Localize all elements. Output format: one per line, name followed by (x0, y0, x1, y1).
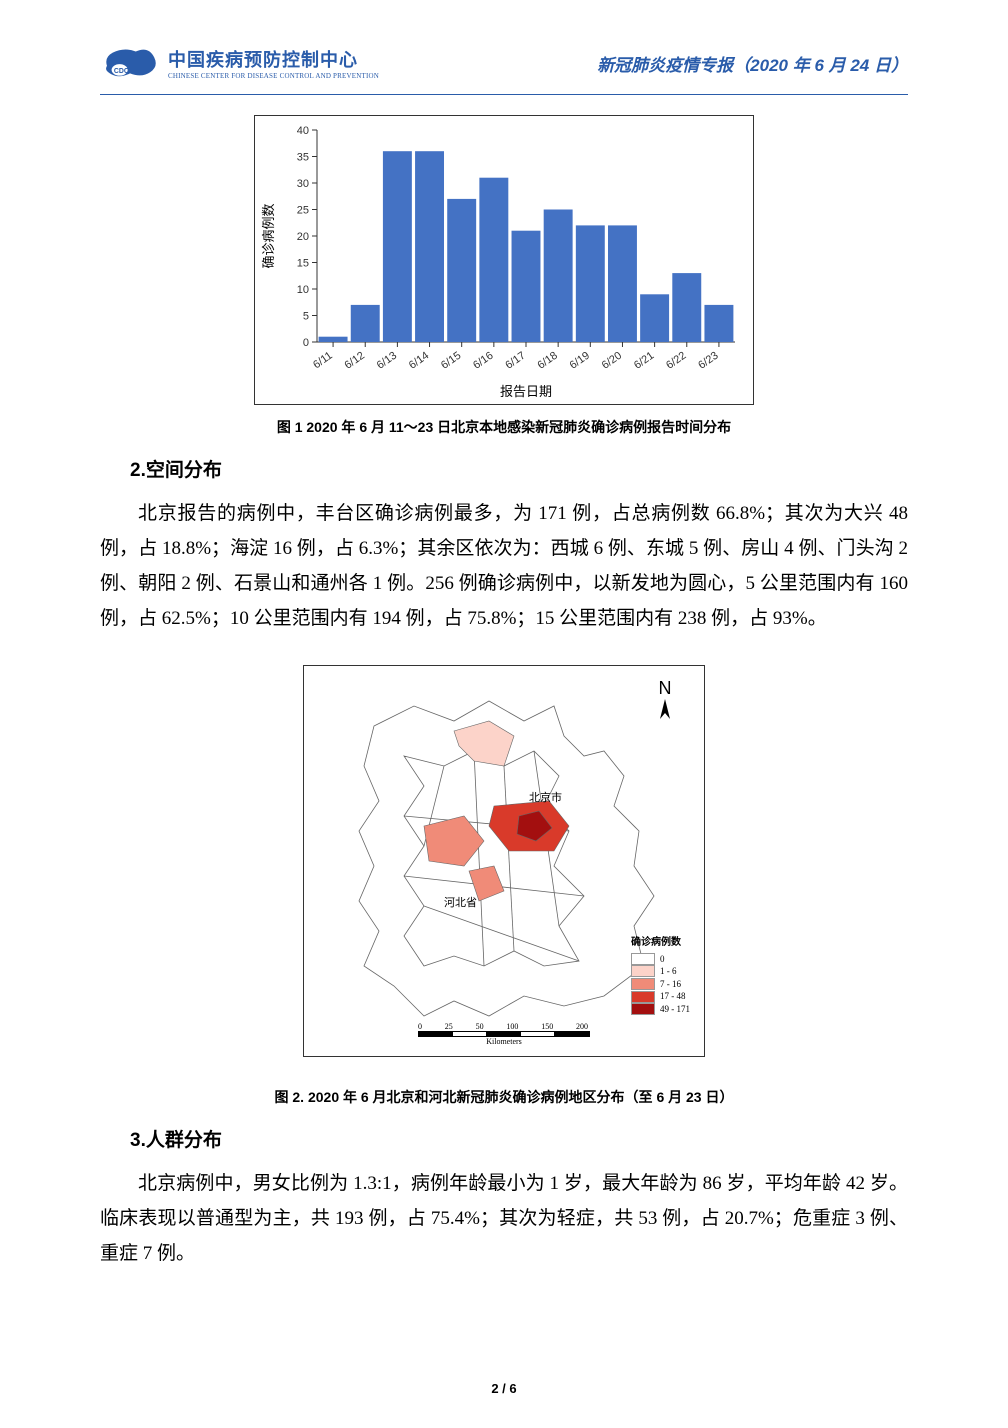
svg-text:15: 15 (297, 258, 309, 270)
legend-row: 7 - 16 (631, 978, 690, 991)
map-legend: 确诊病例数 01 - 67 - 1617 - 4849 - 171 (631, 936, 690, 1016)
org-name-en: CHINESE CENTER FOR DISEASE CONTROL AND P… (168, 72, 379, 80)
cdc-logo-block: CDC 中国疾病预防控制中心 CHINESE CENTER FOR DISEAS… (100, 40, 379, 86)
legend-title: 确诊病例数 (631, 936, 690, 950)
scale-unit: Kilometers (418, 1037, 590, 1046)
cdc-logo-icon: CDC (100, 40, 160, 86)
section3-paragraph: 北京病例中，男女比例为 1.3:1，病例年龄最小为 1 岁，最大年龄为 86 岁… (100, 1166, 908, 1271)
compass-icon: N (656, 678, 674, 730)
svg-text:6/17: 6/17 (503, 350, 527, 372)
svg-text:6/23: 6/23 (696, 350, 720, 372)
compass-letter: N (656, 678, 674, 699)
figure2-caption: 图 2. 2020 年 6 月北京和河北新冠肺炎确诊病例地区分布（至 6 月 2… (100, 1087, 908, 1107)
map-label-beijing: 北京市 (529, 790, 562, 804)
svg-text:6/12: 6/12 (343, 350, 367, 372)
svg-text:6/22: 6/22 (664, 350, 688, 372)
svg-text:6/13: 6/13 (375, 350, 399, 372)
svg-text:6/14: 6/14 (407, 350, 431, 372)
svg-text:10: 10 (297, 284, 309, 296)
section3-heading: 3.人群分布 (130, 1125, 908, 1152)
svg-text:20: 20 (297, 231, 309, 243)
svg-text:35: 35 (297, 152, 309, 164)
map-beijing-hebei: 北京市 河北省 N 确诊病例数 01 - 67 - 1617 - 4849 - … (303, 665, 705, 1057)
svg-text:30: 30 (297, 178, 309, 190)
report-title: 新冠肺炎疫情专报（2020 年 6 月 24 日） (597, 51, 908, 76)
svg-text:CDC: CDC (114, 68, 129, 75)
map-scale-bar: 02550100150200 Kilometers (418, 1022, 590, 1046)
page-header: CDC 中国疾病预防控制中心 CHINESE CENTER FOR DISEAS… (100, 40, 908, 95)
svg-text:6/15: 6/15 (439, 350, 463, 372)
svg-text:6/18: 6/18 (535, 350, 559, 372)
legend-row: 0 (631, 953, 690, 966)
section2-paragraph: 北京报告的病例中，丰台区确诊病例最多，为 171 例，占总病例数 66.8%；其… (100, 496, 908, 637)
svg-text:6/20: 6/20 (600, 350, 624, 372)
svg-text:6/11: 6/11 (311, 350, 335, 372)
svg-text:6/16: 6/16 (471, 350, 495, 372)
legend-row: 49 - 171 (631, 1003, 690, 1016)
svg-text:6/21: 6/21 (632, 350, 656, 372)
svg-text:40: 40 (297, 125, 309, 137)
svg-text:25: 25 (297, 205, 309, 217)
page-number: 2 / 6 (0, 1381, 1008, 1396)
svg-text:确诊病例数: 确诊病例数 (261, 203, 276, 268)
section2-heading: 2.空间分布 (130, 455, 908, 482)
chart-daily-cases: 0 5 10 15 20 25 30 35 40 6/11 6/12 6/13 6/14 6/15 6/16… (254, 115, 754, 405)
svg-text:5: 5 (303, 311, 309, 323)
legend-row: 1 - 6 (631, 965, 690, 978)
svg-text:6/19: 6/19 (568, 350, 592, 372)
svg-text:报告日期: 报告日期 (500, 384, 552, 399)
org-name-cn: 中国疾病预防控制中心 (168, 46, 379, 72)
legend-row: 17 - 48 (631, 990, 690, 1003)
map-label-hebei: 河北省 (444, 896, 477, 909)
figure1-caption: 图 1 2020 年 6 月 11～23 日北京本地感染新冠肺炎确诊病例报告时间… (100, 417, 908, 437)
svg-text:0: 0 (303, 337, 309, 349)
